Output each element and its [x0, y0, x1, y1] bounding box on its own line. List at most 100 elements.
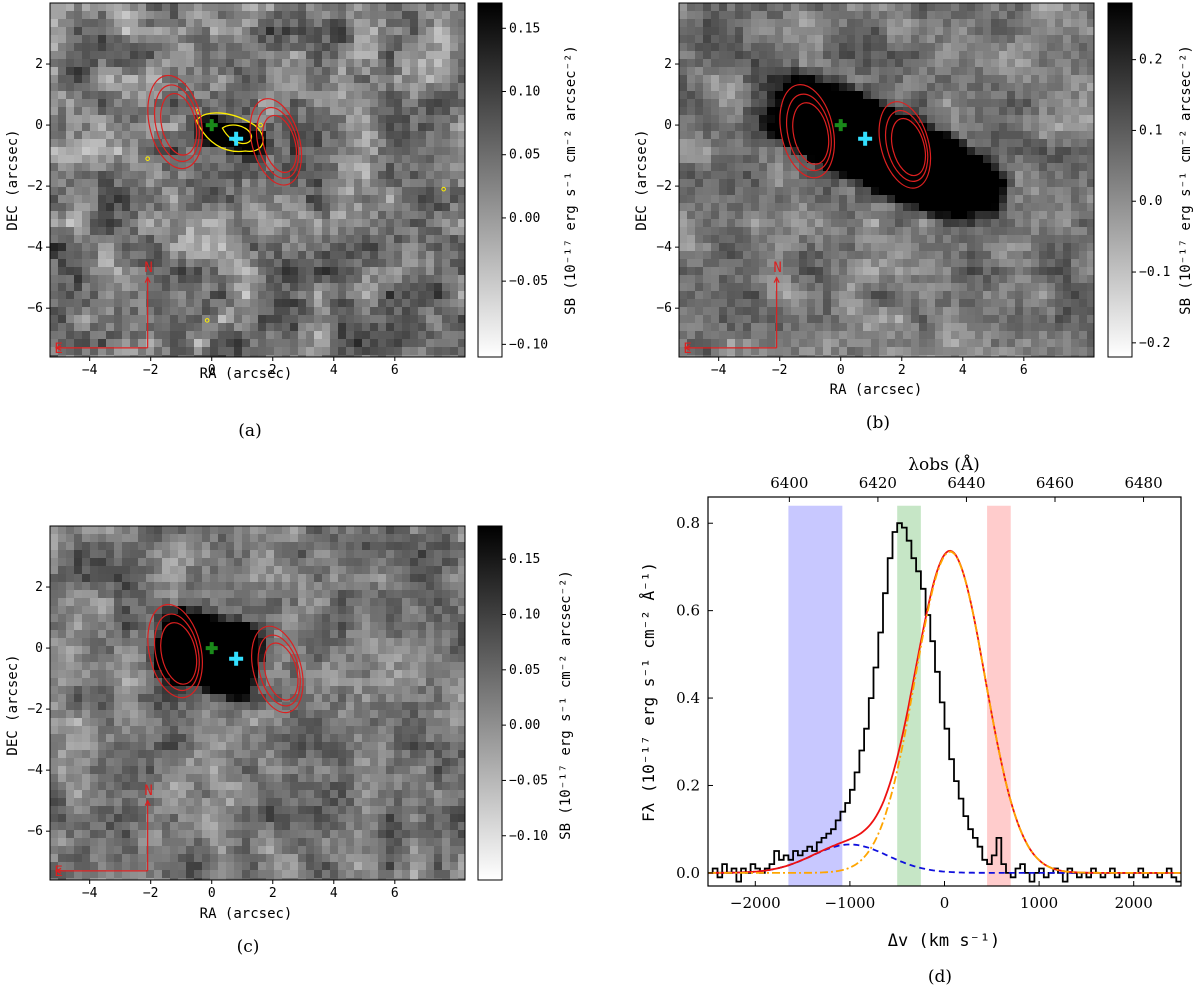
map-pixel	[74, 267, 83, 276]
panel-a-ylabel: DEC (arcsec)	[5, 129, 21, 230]
map-pixel	[226, 275, 235, 284]
map-pixel	[743, 195, 752, 204]
map-pixel	[831, 211, 840, 220]
map-pixel	[106, 235, 115, 244]
map-pixel	[170, 11, 179, 20]
map-pixel	[703, 171, 712, 180]
map-pixel	[847, 147, 856, 156]
map-pixel	[767, 283, 776, 292]
map-pixel	[775, 299, 784, 308]
map-pixel	[378, 3, 387, 12]
map-pixel	[50, 211, 59, 220]
map-pixel	[122, 83, 131, 92]
cyan-cross-marker	[858, 131, 873, 146]
map-pixel	[1031, 131, 1040, 140]
map-pixel	[226, 43, 235, 52]
map-pixel	[999, 155, 1008, 164]
map-pixel	[322, 11, 331, 20]
map-pixel	[458, 243, 465, 252]
map-pixel	[178, 534, 187, 543]
map-pixel	[1087, 307, 1094, 316]
map-pixel	[362, 339, 371, 348]
map-pixel	[887, 211, 896, 220]
map-pixel	[943, 291, 952, 300]
map-pixel	[703, 83, 712, 92]
map-pixel	[290, 283, 299, 292]
yellow-contour-outer	[195, 112, 264, 153]
map-pixel	[863, 59, 872, 68]
map-pixel	[975, 147, 984, 156]
map-pixel	[154, 331, 163, 340]
map-pixel	[959, 219, 968, 228]
map-pixel	[1015, 347, 1024, 356]
map-pixel	[1007, 67, 1016, 76]
map-pixel	[90, 131, 99, 140]
map-pixel	[743, 99, 752, 108]
map-pixel	[242, 107, 251, 116]
map-pixel	[815, 11, 824, 20]
map-pixel	[1087, 339, 1094, 348]
map-pixel	[98, 267, 107, 276]
map-pixel	[314, 123, 323, 132]
map-pixel	[434, 323, 443, 332]
map-pixel	[719, 267, 728, 276]
map-pixel	[418, 299, 427, 308]
map-pixel	[378, 155, 387, 164]
map-pixel	[178, 3, 187, 12]
map-pixel	[879, 147, 888, 156]
map-pixel	[322, 283, 331, 292]
map-pixel	[50, 195, 59, 204]
map-pixel	[442, 27, 451, 36]
map-pixel	[418, 331, 427, 340]
map-pixel	[711, 19, 720, 28]
map-pixel	[282, 283, 291, 292]
map-pixel	[378, 131, 387, 140]
map-pixel	[450, 243, 459, 252]
map-pixel	[791, 291, 800, 300]
map-pixel	[418, 267, 427, 276]
map-pixel	[799, 219, 808, 228]
map-pixel	[290, 243, 299, 252]
map-pixel	[250, 339, 259, 348]
map-pixel	[783, 35, 792, 44]
map-pixel	[959, 3, 968, 12]
map-pixel	[346, 227, 355, 236]
map-pixel	[1063, 323, 1072, 332]
map-pixel	[290, 123, 299, 132]
map-pixel	[186, 251, 195, 260]
map-pixel	[122, 275, 131, 284]
map-pixel	[735, 203, 744, 212]
map-pixel	[266, 275, 275, 284]
map-pixel	[751, 67, 760, 76]
map-pixel	[306, 526, 315, 535]
map-pixel	[839, 11, 848, 20]
map-pixel	[458, 139, 465, 148]
map-pixel	[767, 139, 776, 148]
map-pixel	[370, 251, 379, 260]
map-pixel	[194, 211, 203, 220]
map-pixel	[410, 43, 419, 52]
map-pixel	[711, 51, 720, 60]
map-pixel	[735, 35, 744, 44]
map-pixel	[242, 19, 251, 28]
map-pixel	[138, 27, 147, 36]
map-pixel	[218, 179, 227, 188]
map-pixel	[274, 59, 283, 68]
map-pixel	[687, 283, 696, 292]
map-pixel	[831, 59, 840, 68]
map-pixel	[130, 203, 139, 212]
map-pixel	[442, 347, 451, 356]
map-pixel	[999, 259, 1008, 268]
map-pixel	[98, 526, 107, 535]
map-pixel	[50, 123, 59, 132]
map-pixel	[362, 115, 371, 124]
map-pixel	[434, 155, 443, 164]
map-pixel	[426, 179, 435, 188]
map-pixel	[735, 243, 744, 252]
map-pixel	[839, 27, 848, 36]
map-pixel	[194, 235, 203, 244]
map-pixel	[170, 27, 179, 36]
map-pixel	[146, 171, 155, 180]
map-pixel	[106, 283, 115, 292]
map-pixel	[1039, 35, 1048, 44]
